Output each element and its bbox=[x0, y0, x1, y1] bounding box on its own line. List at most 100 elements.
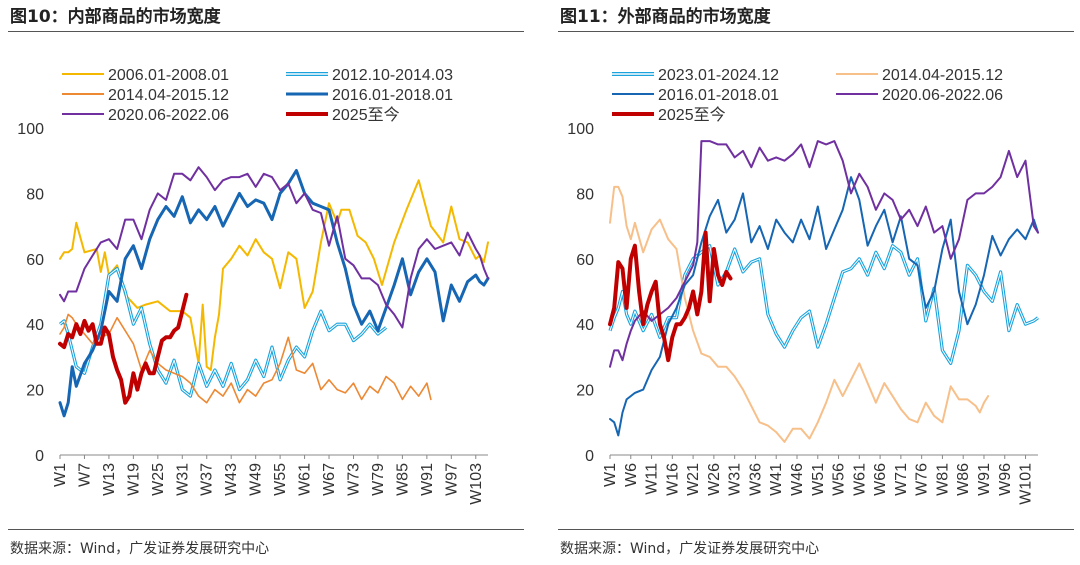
x-tick-label: W31 bbox=[727, 463, 744, 496]
legend-label: 2012.10-2014.03 bbox=[332, 67, 453, 84]
y-tick-label: 100 bbox=[17, 121, 44, 138]
x-tick-label: W97 bbox=[443, 463, 460, 496]
x-tick-label: W36 bbox=[747, 463, 764, 496]
legend-label: 2016.01-2018.01 bbox=[658, 87, 779, 104]
x-tick-label: W73 bbox=[345, 463, 362, 496]
legend-item: 2016.01-2018.01 bbox=[286, 87, 453, 104]
x-tick-label: W11 bbox=[644, 463, 661, 495]
y-tick-label: 80 bbox=[576, 186, 594, 203]
y-tick-label: 0 bbox=[35, 448, 44, 465]
source-note: 数据来源：Wind，广发证券发展研究中心 bbox=[10, 541, 270, 557]
series-line-outer bbox=[608, 244, 1039, 365]
x-tick-label: W56 bbox=[831, 463, 848, 496]
x-tick-label: W1 bbox=[602, 463, 619, 487]
y-tick-label: 20 bbox=[576, 383, 594, 400]
source-note: 数据来源：Wind，广发证券发展研究中心 bbox=[560, 541, 820, 557]
legend-item: 2020.06-2022.06 bbox=[836, 87, 1003, 104]
x-tick-label: W67 bbox=[321, 463, 338, 496]
series-2020.06-2022.06 bbox=[59, 166, 489, 329]
series-2016.01-2018.01 bbox=[609, 176, 1039, 437]
x-tick-label: W76 bbox=[914, 463, 931, 496]
x-tick-label: W61 bbox=[851, 463, 868, 496]
x-tick-label: W31 bbox=[174, 463, 191, 496]
x-tick-label: W61 bbox=[297, 463, 314, 496]
x-tick-label: W55 bbox=[272, 463, 289, 496]
y-tick-label: 60 bbox=[576, 252, 594, 269]
x-tick-label: W26 bbox=[706, 463, 723, 496]
series-line-inner bbox=[609, 245, 1039, 364]
x-tick-label: W96 bbox=[997, 463, 1014, 496]
x-tick-label: W41 bbox=[768, 463, 785, 496]
x-tick-label: W19 bbox=[125, 463, 142, 496]
x-tick-label: W43 bbox=[223, 463, 240, 496]
legend-item: 2025至今 bbox=[286, 106, 400, 124]
legend-label: 2014.04-2015.12 bbox=[108, 87, 229, 104]
x-tick-label: W79 bbox=[370, 463, 387, 496]
x-tick-label: W49 bbox=[248, 463, 265, 496]
legend-label: 2016.01-2018.01 bbox=[332, 87, 453, 104]
x-tick-label: W7 bbox=[76, 463, 93, 487]
series-line bbox=[59, 166, 489, 329]
series-2025至今 bbox=[608, 230, 733, 363]
legend-item: 2014.04-2015.12 bbox=[836, 67, 1003, 84]
x-tick-label: W81 bbox=[934, 463, 951, 496]
legend-label: 2006.01-2008.01 bbox=[108, 67, 229, 84]
y-tick-label: 20 bbox=[26, 383, 44, 400]
x-tick-label: W1 bbox=[52, 463, 69, 487]
legend: 2006.01-2008.01 2012.10-2014.03 2014.04-20… bbox=[62, 67, 453, 124]
y-tick-label: 40 bbox=[576, 317, 594, 334]
y-tick-label: 60 bbox=[26, 252, 44, 269]
x-tick-label: W51 bbox=[810, 463, 827, 496]
series-2012.10-2014.03 bbox=[58, 267, 388, 398]
x-tick-label: W103 bbox=[468, 463, 485, 505]
title-divider bbox=[558, 31, 1074, 32]
x-tick-label: W86 bbox=[955, 463, 972, 496]
x-tick-label: W13 bbox=[101, 463, 118, 496]
external-breadth-chart: 0 20 40 60 80 100 W1 W6 W11 W16 W21 W26 W31 W36 W41 W46… bbox=[567, 67, 1039, 505]
x-tick-label: W37 bbox=[199, 463, 216, 496]
y-tick-label: 40 bbox=[26, 317, 44, 334]
legend-item: 2023.01-2024.12 bbox=[612, 67, 779, 84]
series-2014.04-2015.12 bbox=[609, 185, 990, 443]
series-2025至今 bbox=[58, 292, 189, 405]
x-tick-label: W66 bbox=[872, 463, 889, 496]
series-2023.01-2024.12 bbox=[608, 244, 1039, 365]
figure-title: 图11：外部商品的市场宽度 bbox=[560, 7, 771, 27]
series-2020.06-2022.06 bbox=[609, 140, 1039, 368]
series-line bbox=[609, 140, 1039, 368]
x-tick-label: W21 bbox=[685, 463, 702, 496]
legend-item: 2016.01-2018.01 bbox=[612, 87, 779, 104]
series-line bbox=[609, 176, 1039, 437]
legend-label: 2020.06-2022.06 bbox=[108, 107, 229, 124]
internal-breadth-chart: 0 20 40 60 80 100 W1 W7 W13 W19 W25 W31 W37 W43 W49 W55… bbox=[17, 67, 490, 505]
x-tick-label: W16 bbox=[664, 463, 681, 496]
legend-item: 2020.06-2022.06 bbox=[62, 107, 229, 124]
figure-title: 图10：内部商品的市场宽度 bbox=[10, 7, 221, 27]
legend: 2023.01-2024.12 2014.04-2015.12 2016.01-20… bbox=[612, 67, 1003, 124]
legend-item: 2012.10-2014.03 bbox=[286, 67, 453, 84]
series-line bbox=[58, 169, 490, 418]
x-tick-label: W91 bbox=[419, 463, 436, 496]
x-tick-label: W101 bbox=[1018, 463, 1035, 505]
x-tick-label: W46 bbox=[789, 463, 806, 496]
series-line bbox=[608, 230, 733, 363]
x-tick-label: W6 bbox=[623, 463, 640, 487]
figure-11-panel: 图11：外部商品的市场宽度 0 20 40 60 80 100 W1 W6 W11 W16 W21 W… bbox=[550, 0, 1080, 565]
x-tick-label: W85 bbox=[394, 463, 411, 496]
legend-label: 2025至今 bbox=[658, 106, 726, 124]
source-divider bbox=[558, 529, 1074, 530]
legend-label: 2014.04-2015.12 bbox=[882, 67, 1003, 84]
legend-label: 2025至今 bbox=[332, 106, 400, 124]
legend-label: 2020.06-2022.06 bbox=[882, 87, 1003, 104]
legend-item: 2025至今 bbox=[612, 106, 726, 124]
y-tick-label: 80 bbox=[26, 186, 44, 203]
x-tick-label: W71 bbox=[893, 463, 910, 496]
x-tick-label: W25 bbox=[150, 463, 167, 496]
y-tick-label: 0 bbox=[585, 448, 594, 465]
source-divider bbox=[8, 529, 524, 530]
series-line bbox=[58, 292, 189, 405]
legend-item: 2014.04-2015.12 bbox=[62, 87, 229, 104]
y-tick-label: 100 bbox=[567, 121, 594, 138]
legend-item: 2006.01-2008.01 bbox=[62, 67, 229, 84]
legend-label: 2023.01-2024.12 bbox=[658, 67, 779, 84]
